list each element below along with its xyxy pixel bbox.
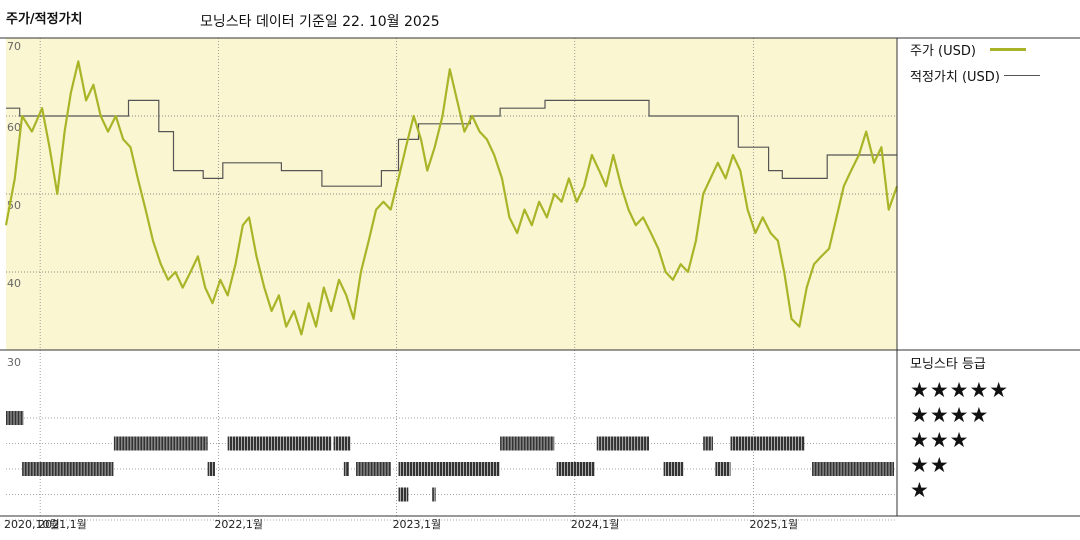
x-tick-label: 2024,1월 <box>571 518 620 531</box>
legend-price: 주가 (USD) <box>910 40 1026 59</box>
rating-bar <box>703 436 713 451</box>
rating-bar <box>333 436 351 451</box>
rating-1-star: ★ <box>910 478 930 502</box>
rating-3-stars: ★★★ <box>910 428 970 452</box>
y-tick-label: 30 <box>7 356 21 369</box>
legend-price-swatch <box>989 48 1026 51</box>
rating-title: 모닝스타 등급 <box>910 357 986 372</box>
x-tick-label: 2023,1월 <box>393 518 442 531</box>
x-tick-label: 2020,10월 <box>4 518 60 531</box>
legend-fair-value-swatch <box>1003 75 1040 76</box>
chart-frame <box>0 37 1080 517</box>
legend-fair-value: 적정가치 (USD) <box>910 66 1040 85</box>
rating-2-stars: ★★ <box>910 453 950 477</box>
rating-bar <box>113 436 208 451</box>
legend-fair-value-label: 적정가치 (USD) <box>910 70 1000 85</box>
legend-price-label: 주가 (USD) <box>910 44 976 59</box>
rating-bar <box>556 462 595 476</box>
rating-bar <box>398 462 500 476</box>
x-tick-label: 2025,1월 <box>749 518 798 531</box>
plot-background <box>6 38 897 350</box>
y-tick-label: 60 <box>7 121 21 134</box>
rating-bar <box>6 411 24 425</box>
rating-bars <box>6 411 894 502</box>
rating-bar <box>730 436 805 451</box>
chart-title: 모닝스타 데이터 기준일 22. 10월 2025 <box>200 14 440 30</box>
rating-bar <box>207 462 215 476</box>
rating-bar <box>812 462 894 476</box>
rating-bar <box>432 487 436 502</box>
rating-bar <box>343 462 349 476</box>
rating-4-stars: ★★★★ <box>910 403 990 427</box>
rating-5-stars: ★★★★★ <box>910 378 1010 402</box>
y-axis-title: 주가/적정가치 <box>6 12 83 27</box>
y-tick-label: 70 <box>7 40 21 53</box>
fair-value-line <box>6 99 897 187</box>
rating-bar <box>227 436 332 451</box>
y-tick-label: 40 <box>7 277 21 290</box>
rating-bar <box>596 436 649 451</box>
x-tick-label: 2022,1월 <box>214 518 263 531</box>
price-line <box>4 60 899 336</box>
rating-bar <box>398 487 409 502</box>
rating-bar <box>715 462 731 476</box>
rating-bar <box>500 436 555 451</box>
x-tick-label: 2021,1월 <box>38 518 87 531</box>
rating-bar <box>356 462 391 476</box>
rating-bar <box>663 462 684 476</box>
rating-bar <box>22 462 114 476</box>
